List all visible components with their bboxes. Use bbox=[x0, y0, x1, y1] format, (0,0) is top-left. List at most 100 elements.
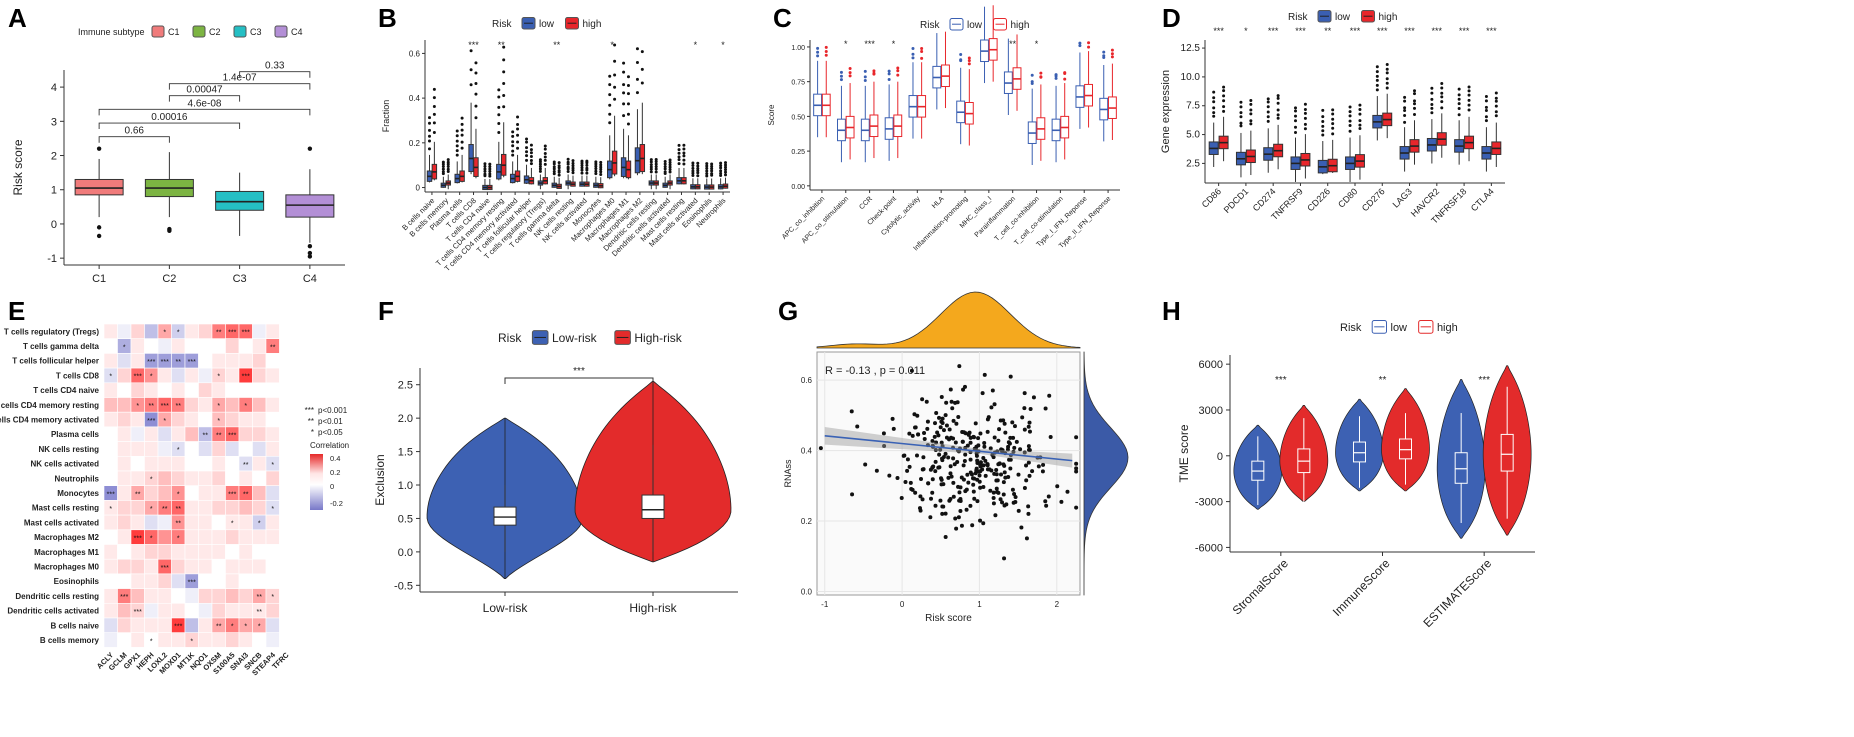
heatmap-cell bbox=[265, 573, 280, 589]
scatter-point bbox=[968, 470, 973, 475]
heatmap-cell bbox=[198, 544, 213, 560]
y-tick-label: 0.0 bbox=[398, 547, 413, 559]
heatmap-star: ** bbox=[243, 462, 249, 469]
heatmap-cell bbox=[130, 544, 145, 560]
scatter-point bbox=[977, 479, 982, 484]
outlier-point bbox=[1467, 89, 1471, 93]
heatmap-cell bbox=[157, 426, 172, 442]
scatter-point bbox=[1002, 556, 1007, 561]
outlier-point bbox=[571, 164, 575, 168]
scatter-point bbox=[919, 476, 924, 481]
y-tick-label: -0.5 bbox=[394, 580, 413, 592]
y-tick-label: 2 bbox=[51, 151, 57, 163]
heatmap-cell bbox=[171, 632, 186, 648]
heatmap-star: *** bbox=[134, 535, 142, 542]
scatter-point bbox=[986, 415, 991, 420]
scatter-point bbox=[948, 387, 953, 392]
outlier-point bbox=[1484, 105, 1488, 109]
x-tick-label: CCR bbox=[858, 195, 874, 211]
outlier-point bbox=[1457, 87, 1461, 91]
outlier-point bbox=[1222, 99, 1226, 103]
outlier-point bbox=[663, 160, 667, 164]
heatmap-cell bbox=[252, 558, 267, 575]
outlier-point bbox=[911, 52, 915, 56]
outlier-point bbox=[483, 164, 487, 168]
outlier-point bbox=[1331, 122, 1335, 126]
heatmap-row-label: T cells CD4 naive bbox=[33, 386, 99, 395]
scatter-point bbox=[978, 518, 983, 523]
outlier-point bbox=[824, 45, 828, 49]
heatmap-cell bbox=[130, 455, 145, 472]
outlier-point bbox=[594, 160, 598, 164]
scatter-point bbox=[1001, 480, 1006, 485]
significance-mark: *** bbox=[1213, 26, 1224, 36]
outlier-point bbox=[580, 163, 584, 167]
y-tick-label: 2.0 bbox=[398, 413, 413, 425]
heatmap-cell bbox=[252, 632, 267, 648]
heatmap-cell bbox=[103, 397, 118, 413]
heatmap-cell bbox=[279, 455, 294, 472]
legend-label-C3: C3 bbox=[250, 27, 262, 37]
outlier-point bbox=[682, 147, 686, 151]
outlier-point bbox=[1303, 108, 1307, 112]
heatmap-cell bbox=[184, 588, 199, 604]
scatter-point bbox=[977, 473, 982, 478]
heatmap-cell bbox=[184, 514, 199, 531]
y-tick-label: 0.4 bbox=[409, 94, 421, 103]
outlier-point bbox=[571, 171, 575, 175]
outlier-point bbox=[649, 165, 653, 169]
scatter-point bbox=[1016, 508, 1021, 513]
heatmap-cell bbox=[144, 573, 159, 589]
box-low bbox=[1454, 120, 1465, 165]
scatter-point bbox=[989, 405, 994, 410]
box-low bbox=[1290, 137, 1301, 182]
heatmap-cell bbox=[225, 338, 240, 354]
box-high bbox=[1218, 116, 1229, 162]
scatter-point bbox=[850, 492, 855, 497]
panel-a-ylabel: Risk score bbox=[11, 139, 25, 195]
scatter-point bbox=[937, 452, 942, 457]
outlier-point bbox=[1440, 91, 1444, 95]
legend-label-low: low bbox=[1391, 322, 1408, 334]
heatmap-cell bbox=[117, 573, 132, 589]
outlier-point bbox=[585, 159, 589, 163]
heatmap-cell bbox=[117, 455, 132, 472]
significance-mark: *** bbox=[1350, 26, 1361, 36]
box-low bbox=[607, 135, 613, 180]
legend-signif-stars: *** bbox=[305, 406, 314, 415]
outlier-point bbox=[585, 171, 589, 175]
scatter-point bbox=[881, 431, 886, 436]
heatmap-cell bbox=[238, 353, 253, 369]
scatter-point bbox=[995, 489, 1000, 494]
outlier-point bbox=[1321, 129, 1325, 133]
outlier-point bbox=[432, 87, 436, 91]
scatter-point bbox=[943, 451, 948, 456]
heatmap-cell bbox=[238, 470, 253, 486]
outlier-point bbox=[525, 150, 529, 154]
scatter-point bbox=[994, 486, 999, 491]
outlier-point bbox=[1348, 114, 1352, 118]
outlier-point bbox=[525, 154, 529, 158]
heatmap-cell bbox=[117, 529, 132, 545]
outlier-point bbox=[710, 167, 714, 171]
box-high bbox=[1036, 84, 1046, 161]
outlier-point bbox=[599, 165, 603, 169]
scatter-point bbox=[1027, 429, 1032, 434]
outlier-point bbox=[1212, 111, 1216, 115]
outlier-point bbox=[1321, 115, 1325, 119]
legend-label-low: low bbox=[539, 19, 555, 30]
box-low bbox=[468, 102, 474, 175]
y-tick-label: 10.0 bbox=[1181, 72, 1201, 83]
heatmap-cell bbox=[198, 323, 213, 339]
box-low bbox=[620, 128, 627, 179]
legend-title: Risk bbox=[498, 331, 522, 345]
outlier-point bbox=[705, 169, 709, 173]
heatmap-cell bbox=[130, 338, 145, 354]
x-tick-label: Low-risk bbox=[483, 601, 529, 615]
heatmap-star: * bbox=[217, 418, 220, 425]
heatmap-star: * bbox=[258, 521, 261, 528]
heatmap-star: ** bbox=[203, 432, 209, 439]
y-tick-label: 0.5 bbox=[398, 513, 413, 525]
significance-mark: *** bbox=[1486, 26, 1497, 36]
heatmap-cell bbox=[198, 573, 213, 589]
